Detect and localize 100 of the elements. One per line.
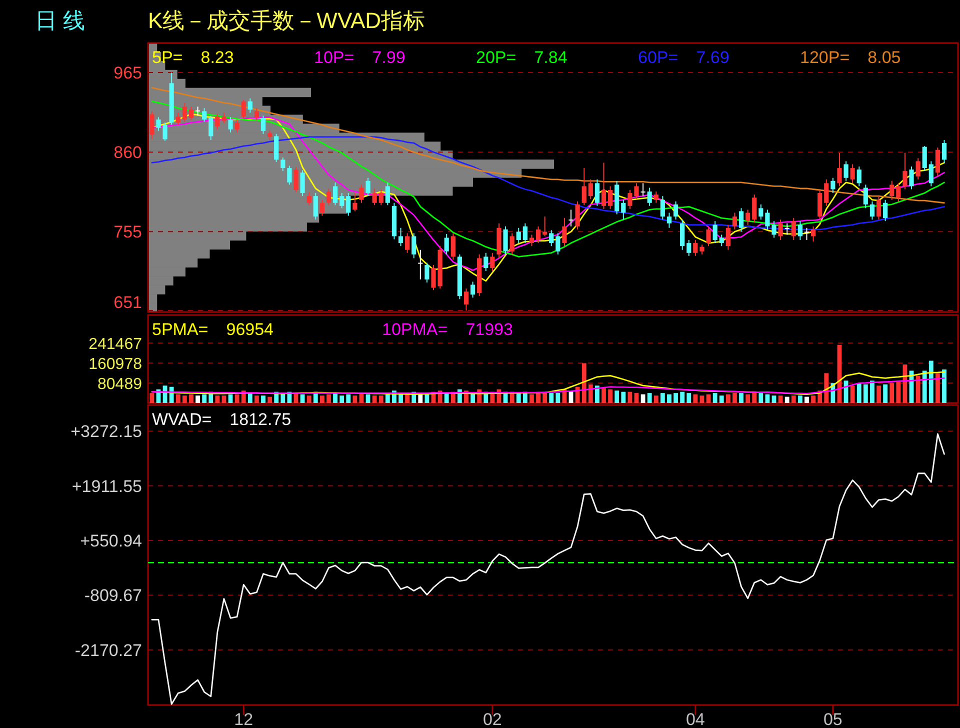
x-tick-label: 05 — [823, 710, 842, 728]
bar — [719, 396, 724, 403]
annotation: 1812.75 — [230, 410, 292, 429]
bar — [352, 396, 358, 403]
bar — [693, 394, 698, 403]
bar — [614, 390, 620, 403]
bar — [916, 376, 920, 403]
y-tick-label: -2170.27 — [74, 640, 142, 660]
bar — [549, 393, 554, 403]
bar — [536, 393, 540, 403]
bar — [811, 396, 816, 403]
bar — [784, 396, 790, 403]
bar — [922, 370, 927, 403]
bar — [326, 394, 331, 403]
line-series — [151, 433, 945, 705]
y-tick-label: 860 — [114, 143, 142, 162]
bar — [556, 393, 560, 403]
bar — [739, 393, 744, 403]
bar — [654, 396, 658, 403]
text: 10P= — [314, 48, 354, 67]
y-tick-label: +3272.15 — [70, 422, 142, 442]
chart-subtitle: K线－成交手数－WVAD指标 — [148, 8, 426, 33]
text: 60P= — [638, 48, 678, 67]
bar — [890, 383, 894, 403]
bar — [634, 393, 639, 403]
annotation: 71993 — [466, 320, 513, 339]
y-tick-label: 755 — [114, 222, 142, 242]
text: 120P= — [800, 48, 850, 67]
bar — [791, 396, 796, 403]
bar — [196, 396, 200, 403]
text: 5PMA= — [152, 320, 208, 339]
bar — [189, 394, 194, 403]
bar — [621, 392, 626, 403]
bar — [772, 396, 776, 403]
text: 5P= — [152, 48, 183, 67]
bar — [602, 388, 606, 403]
bar — [752, 392, 757, 403]
bar — [378, 396, 384, 403]
x-tick-label: 04 — [686, 710, 705, 728]
y-tick-label: 80489 — [98, 376, 142, 393]
bar — [876, 386, 881, 403]
bar — [575, 386, 580, 403]
text: 20P= — [476, 48, 516, 67]
bar — [667, 394, 672, 403]
x-tick-label: 12 — [234, 710, 254, 728]
bar — [856, 383, 862, 403]
annotation: 96954 — [226, 320, 274, 339]
bar — [883, 384, 888, 403]
bar — [660, 393, 665, 403]
annotation: 8.23 — [200, 48, 234, 67]
bar — [674, 393, 678, 403]
bar — [268, 396, 272, 403]
bar — [863, 384, 868, 403]
bar — [150, 393, 154, 403]
bar — [222, 396, 226, 403]
chart-title: 日 线 — [35, 8, 86, 33]
bar — [936, 373, 940, 403]
y-tick-label: 651 — [114, 293, 142, 312]
bar — [700, 396, 704, 403]
bar — [202, 394, 207, 403]
bar — [306, 396, 312, 403]
bar — [588, 384, 593, 403]
bar — [928, 360, 934, 403]
bar — [686, 393, 692, 403]
bar — [372, 396, 377, 403]
line-series — [151, 377, 945, 394]
bar — [254, 396, 259, 403]
annotation: 7.84 — [534, 48, 568, 67]
bar — [726, 394, 730, 403]
bar — [798, 396, 802, 403]
bar — [176, 394, 180, 403]
bar — [340, 396, 344, 403]
y-tick-label: 241467 — [88, 336, 142, 353]
x-tick-label: 02 — [482, 710, 502, 728]
annotation: 7.99 — [372, 48, 406, 67]
bar — [758, 393, 764, 403]
bar — [261, 396, 266, 403]
y-tick-label: 160978 — [88, 356, 142, 373]
bar — [320, 396, 324, 403]
bar — [582, 363, 586, 403]
bar — [732, 393, 737, 403]
y-tick-label: +1911.55 — [72, 476, 142, 496]
bar — [516, 393, 521, 403]
bar — [530, 394, 534, 403]
bar — [346, 394, 351, 403]
bar — [942, 369, 946, 403]
bar — [804, 396, 809, 403]
bar — [234, 394, 240, 403]
y-tick-label: 965 — [114, 64, 142, 83]
annotation: 7.69 — [696, 48, 730, 67]
text: WVAD= — [152, 410, 212, 429]
bar — [850, 386, 855, 403]
y-tick-label: +550.94 — [80, 531, 142, 550]
bar — [608, 389, 612, 403]
bar — [385, 394, 390, 403]
bar — [215, 396, 220, 403]
bar — [680, 392, 685, 403]
bar — [712, 393, 718, 403]
bar — [870, 380, 874, 403]
bar — [647, 393, 652, 403]
